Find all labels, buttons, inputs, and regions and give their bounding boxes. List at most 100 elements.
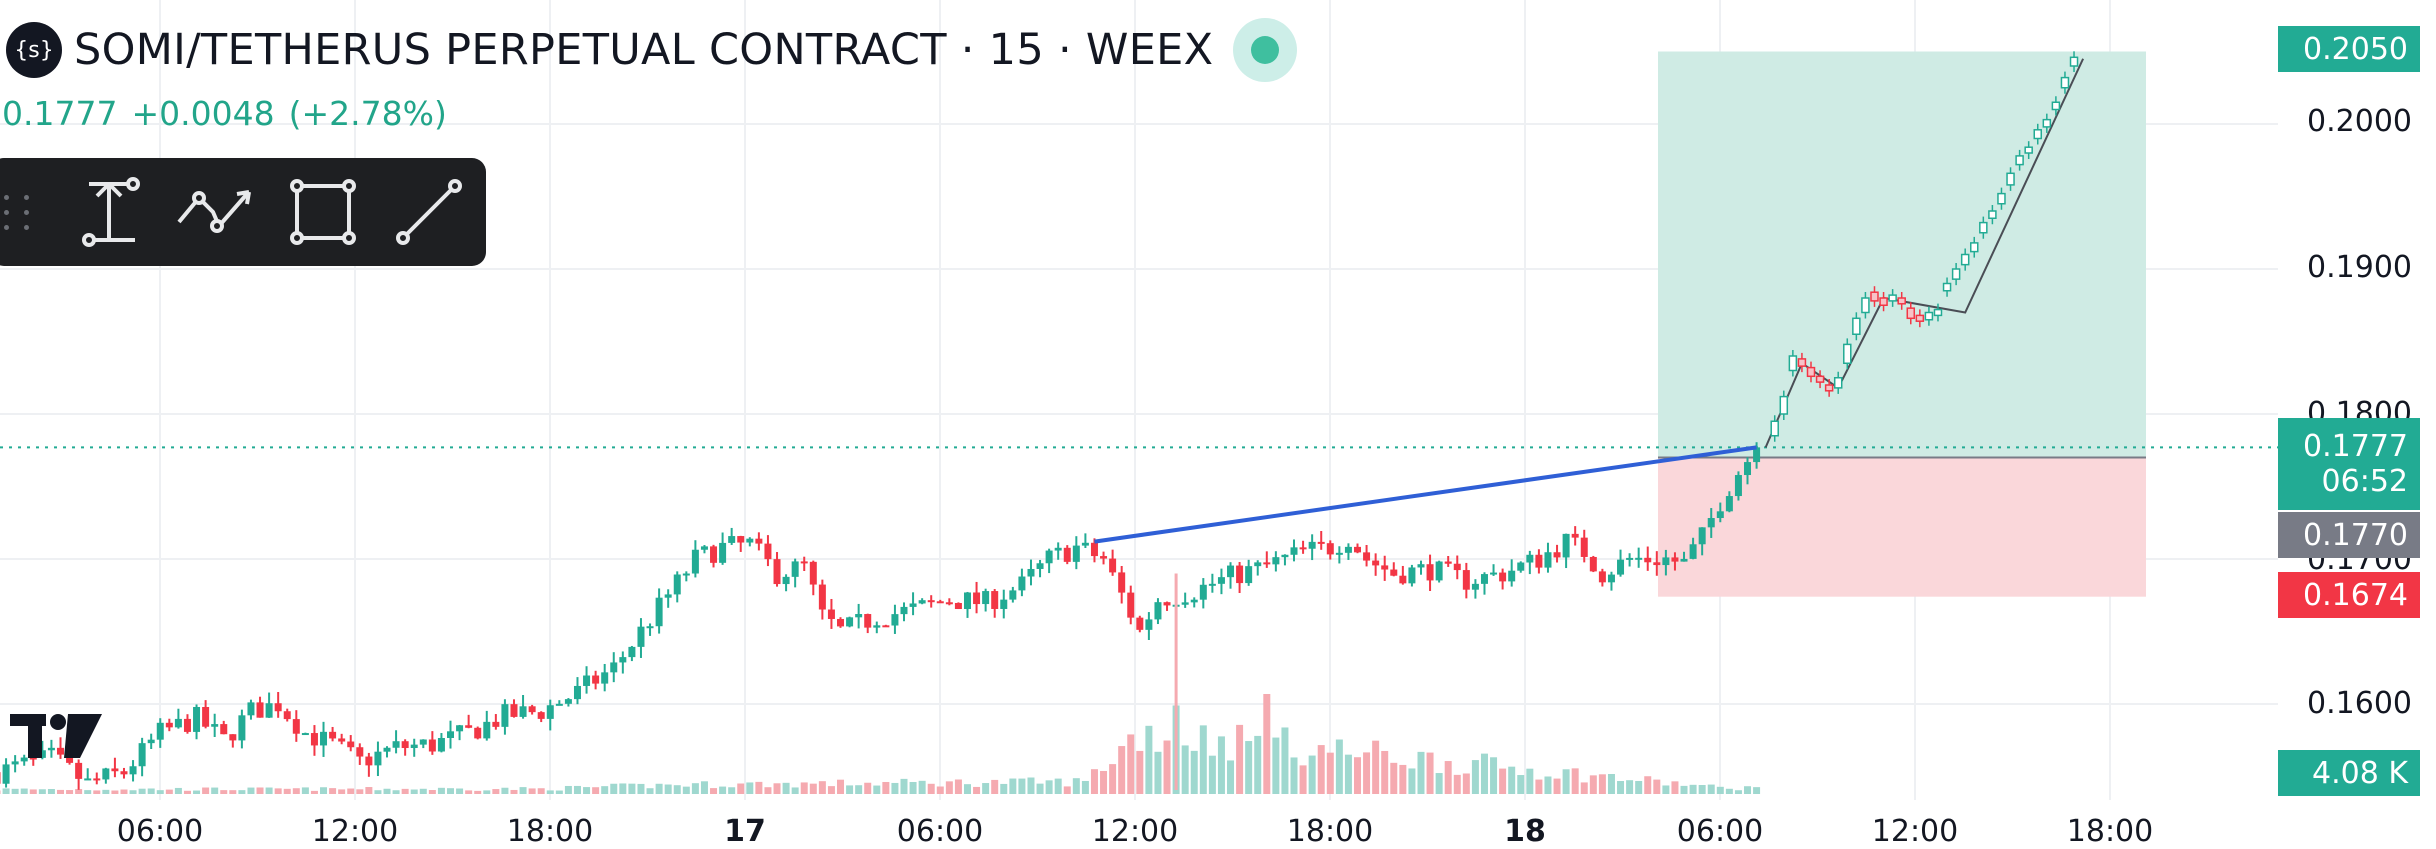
volume-bar xyxy=(465,790,473,794)
candle xyxy=(120,771,128,775)
volume-bar xyxy=(1698,784,1706,794)
volume-bar xyxy=(963,784,971,794)
candle xyxy=(1707,518,1715,528)
stop-price-tag[interactable]: 0.1674 xyxy=(2278,572,2420,618)
candle xyxy=(1480,574,1488,584)
volume-bar xyxy=(274,788,282,794)
candle xyxy=(447,731,454,738)
volume-bar xyxy=(1063,786,1071,794)
volume-bar xyxy=(347,788,355,794)
volume-bar xyxy=(1589,775,1597,794)
volume-bar xyxy=(283,788,291,794)
candle xyxy=(1553,552,1561,558)
candle xyxy=(873,625,881,628)
projection-candle xyxy=(1770,420,1779,437)
candle xyxy=(546,705,554,719)
tradingview-logo[interactable] xyxy=(10,714,102,764)
candle xyxy=(38,750,46,758)
candle xyxy=(419,739,427,745)
trend-line[interactable] xyxy=(1094,445,1757,544)
volume-bar xyxy=(882,781,890,794)
volume-tag[interactable]: 4.08 K xyxy=(2278,750,2420,796)
volume-bar xyxy=(1263,694,1271,794)
volume-bar xyxy=(1490,757,1498,794)
volume-bar xyxy=(1081,780,1089,794)
projection-candle xyxy=(1861,297,1870,314)
symbol-title[interactable]: SOMI/TETHERUS PERPETUAL CONTRACT · 15 · … xyxy=(74,25,1214,75)
volume-bar xyxy=(1571,768,1579,794)
projection-candle xyxy=(1788,355,1798,372)
candle xyxy=(47,747,55,751)
volume-bar xyxy=(2,788,10,794)
candle xyxy=(1517,562,1525,571)
candle xyxy=(1245,566,1253,584)
volume-bar xyxy=(1381,750,1389,794)
volume-bar xyxy=(873,785,881,794)
volume-bar xyxy=(1399,764,1407,794)
candle xyxy=(1372,560,1380,566)
volume-bar xyxy=(982,783,990,794)
candle xyxy=(1617,559,1625,575)
candle xyxy=(682,573,690,576)
candle xyxy=(1154,602,1162,620)
candle xyxy=(664,594,672,598)
candle xyxy=(428,739,436,752)
position-profit-zone[interactable] xyxy=(1658,51,2146,458)
volume-bar xyxy=(1435,773,1443,794)
candle xyxy=(1662,557,1670,566)
market-status-icon[interactable] xyxy=(1233,18,1298,82)
volume-bar xyxy=(1617,781,1625,794)
time-axis-label: 12:00 xyxy=(311,814,399,849)
volume-bar xyxy=(11,788,19,794)
candle xyxy=(927,600,935,603)
candle xyxy=(963,592,971,610)
candle xyxy=(610,662,618,673)
path-icon[interactable] xyxy=(172,167,262,257)
candle xyxy=(1063,547,1071,562)
entry-price-tag[interactable]: 0.1770 xyxy=(2278,512,2420,558)
drag-handle-icon[interactable] xyxy=(4,182,50,242)
candle xyxy=(1127,592,1135,618)
candle xyxy=(646,626,654,629)
projection-candle xyxy=(2033,129,2042,140)
current-price-tag[interactable]: 0.1777 06:52 xyxy=(2278,418,2420,510)
candle xyxy=(601,672,609,684)
volume-bar xyxy=(1190,750,1198,794)
candle xyxy=(592,675,600,684)
trend-line-icon[interactable] xyxy=(384,167,474,257)
volume-bar xyxy=(229,790,237,794)
volume-bar xyxy=(292,788,300,794)
volume-bar xyxy=(310,790,318,794)
volume-bar xyxy=(1417,751,1425,794)
volume-bar xyxy=(700,781,708,794)
rectangle-icon[interactable] xyxy=(278,167,368,257)
volume-bar xyxy=(1544,776,1552,794)
price-range-icon[interactable] xyxy=(66,167,156,257)
candle xyxy=(1344,546,1352,553)
candle xyxy=(1635,557,1643,560)
target-price-tag[interactable]: 0.2050 xyxy=(2278,26,2420,72)
position-loss-zone[interactable] xyxy=(1658,457,2146,597)
candle xyxy=(174,718,182,728)
volume-bar xyxy=(646,788,654,794)
volume-bar xyxy=(102,789,110,794)
price-change: +0.0048 xyxy=(131,94,275,133)
candle xyxy=(247,702,255,716)
price-axis-label: 0.2000 xyxy=(2307,104,2412,139)
symbol-icon[interactable]: {s} xyxy=(6,22,62,78)
volume-bar xyxy=(1644,776,1652,794)
volume-bar xyxy=(519,787,527,794)
projection-candle xyxy=(2042,118,2052,128)
volume-bar xyxy=(573,785,581,794)
volume-bar xyxy=(0,790,1,794)
volume-bar xyxy=(401,788,409,794)
volume-bar xyxy=(1054,778,1062,794)
candle xyxy=(1208,583,1216,586)
candle xyxy=(737,536,745,543)
candle xyxy=(1580,537,1588,557)
volume-bar xyxy=(1281,727,1289,794)
volume-bar xyxy=(301,787,309,794)
volume-bar xyxy=(1254,735,1262,794)
projection-path xyxy=(1764,51,2085,448)
